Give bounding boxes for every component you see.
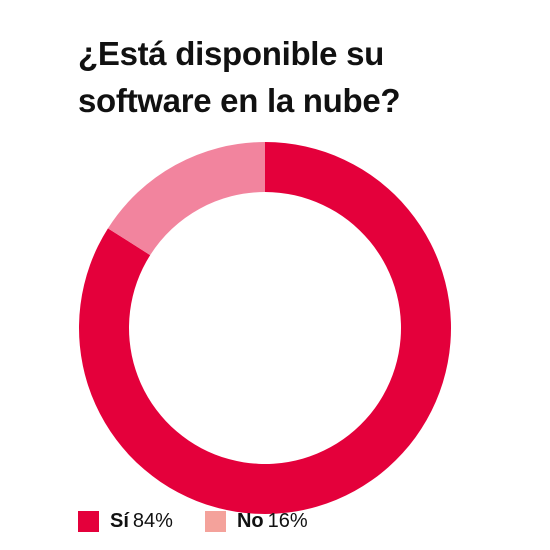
legend-swatch-no (204, 510, 226, 532)
legend-value-no: 16% (267, 509, 308, 532)
chart-title-line-2: software en la nube? (78, 82, 401, 119)
legend-value-si: 84% (132, 509, 173, 532)
legend-label-si: Sí (110, 509, 129, 532)
legend-label-no: No (236, 509, 264, 532)
chart-title-line-1: ¿Está disponible su (78, 35, 385, 72)
donut-slice-no (107, 142, 265, 256)
legend-swatch-si (78, 510, 99, 532)
chart-title: ¿Está disponible su software en la nube? (78, 30, 518, 124)
legend-item-no: No 16% (204, 509, 308, 533)
chart-legend: Sí 84% No 16% (78, 506, 340, 536)
legend-item-si: Sí 84% (78, 510, 173, 533)
